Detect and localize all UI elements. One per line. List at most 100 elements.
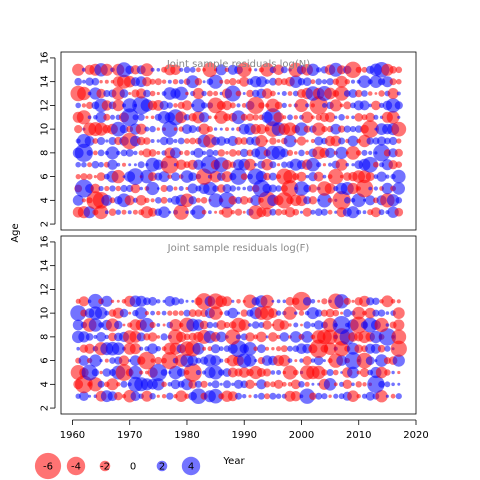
residual-bubble [154,78,162,86]
residual-bubble [142,77,152,87]
residual-bubble [91,368,100,377]
residual-bubble [290,391,301,402]
residual-bubble [155,346,161,352]
residual-bubble [175,111,188,124]
residual-bubble [271,299,275,303]
residual-bubble [81,161,87,168]
residual-bubble [305,150,310,155]
residual-bubble [254,146,268,160]
residual-bubble [98,185,104,192]
residual-bubble [383,357,391,365]
residual-bubble [218,346,224,352]
residual-bubble [239,76,250,87]
residual-bubble [364,307,376,319]
residual-bubble [203,181,217,196]
residual-bubble [112,99,125,112]
residual-bubble [206,149,214,157]
residual-bubble [222,100,232,111]
residual-bubble [279,320,290,330]
residual-bubble [236,186,241,191]
residual-bubble [374,317,389,333]
residual-bubble [332,309,340,317]
residual-bubble [242,210,246,214]
residual-bubble [384,137,391,145]
residual-bubble [324,112,336,123]
residual-bubble [176,159,187,170]
residual-bubble [306,63,320,76]
residual-bubble [348,89,358,98]
residual-bubble [388,148,398,158]
residual-bubble [313,171,324,182]
y-tick-label: 14 [40,259,51,272]
residual-bubble [282,299,287,304]
residual-bubble [156,187,160,190]
residual-bubble [156,139,160,143]
residual-bubble [255,135,268,147]
residual-bubble [381,182,394,195]
residual-bubble [359,100,370,111]
residual-bubble [303,184,312,193]
residual-bubble [303,196,312,205]
residual-bubble [315,309,323,317]
residual-bubble [139,370,144,375]
panel-logF: Joint sample residuals log(F) 2 4 6 8 10 12 14… [40,236,417,415]
residual-bubble [144,197,150,203]
residual-bubble [213,127,218,131]
residual-bubble [80,173,88,181]
residual-bubble [325,308,335,318]
residual-bubble [97,137,106,145]
residual-bubble [171,172,180,182]
residual-bubble [86,101,94,109]
legend-bubble [99,460,111,472]
residual-bubble [161,79,167,84]
residual-bubble [295,194,308,207]
residual-bubble [150,358,155,363]
residual-bubble [215,64,227,76]
residual-bubble [208,193,223,208]
residual-bubble [291,379,301,390]
residual-bubble [125,149,134,157]
residual-bubble [115,209,122,215]
residual-bubble [208,74,223,89]
residual-bubble [350,316,368,334]
residual-bubble [133,163,137,167]
residual-bubble [294,311,298,315]
residual-bubble [397,115,401,119]
residual-bubble [242,186,246,191]
residual-bubble [386,110,400,124]
residual-bubble [258,392,265,400]
residual-bubble [338,137,346,145]
residual-bubble [160,155,179,174]
residual-bubble [99,359,103,363]
residual-bubble [392,354,405,367]
residual-bubble [239,196,249,205]
residual-bubble [214,110,228,124]
residual-bubble [361,393,368,399]
residual-bubble [389,78,397,86]
residual-bubble [346,146,360,160]
residual-bubble [106,146,119,160]
residual-bubble [292,369,299,376]
residual-bubble [367,91,373,96]
residual-bubble [78,296,89,307]
residual-bubble [207,382,213,387]
residual-bubble [193,159,204,170]
residual-bubble [182,124,192,135]
residual-bubble [335,146,348,160]
residual-bubble [347,390,359,403]
residual-bubble [370,343,381,354]
residual-bubble [135,295,147,307]
residual-bubble [289,75,303,88]
residual-bubble [316,162,322,168]
residual-bubble [390,393,396,399]
y-tick-label: 12 [40,99,51,112]
residual-bubble [75,174,81,180]
residual-bubble [161,381,167,388]
legend-bubble [66,456,86,476]
residual-bubble [195,357,202,364]
residual-bubble [355,179,374,198]
residual-bubble [358,75,371,88]
residual-bubble [371,100,381,111]
y-tick-label: 8 [40,150,51,156]
residual-bubble [302,297,312,306]
